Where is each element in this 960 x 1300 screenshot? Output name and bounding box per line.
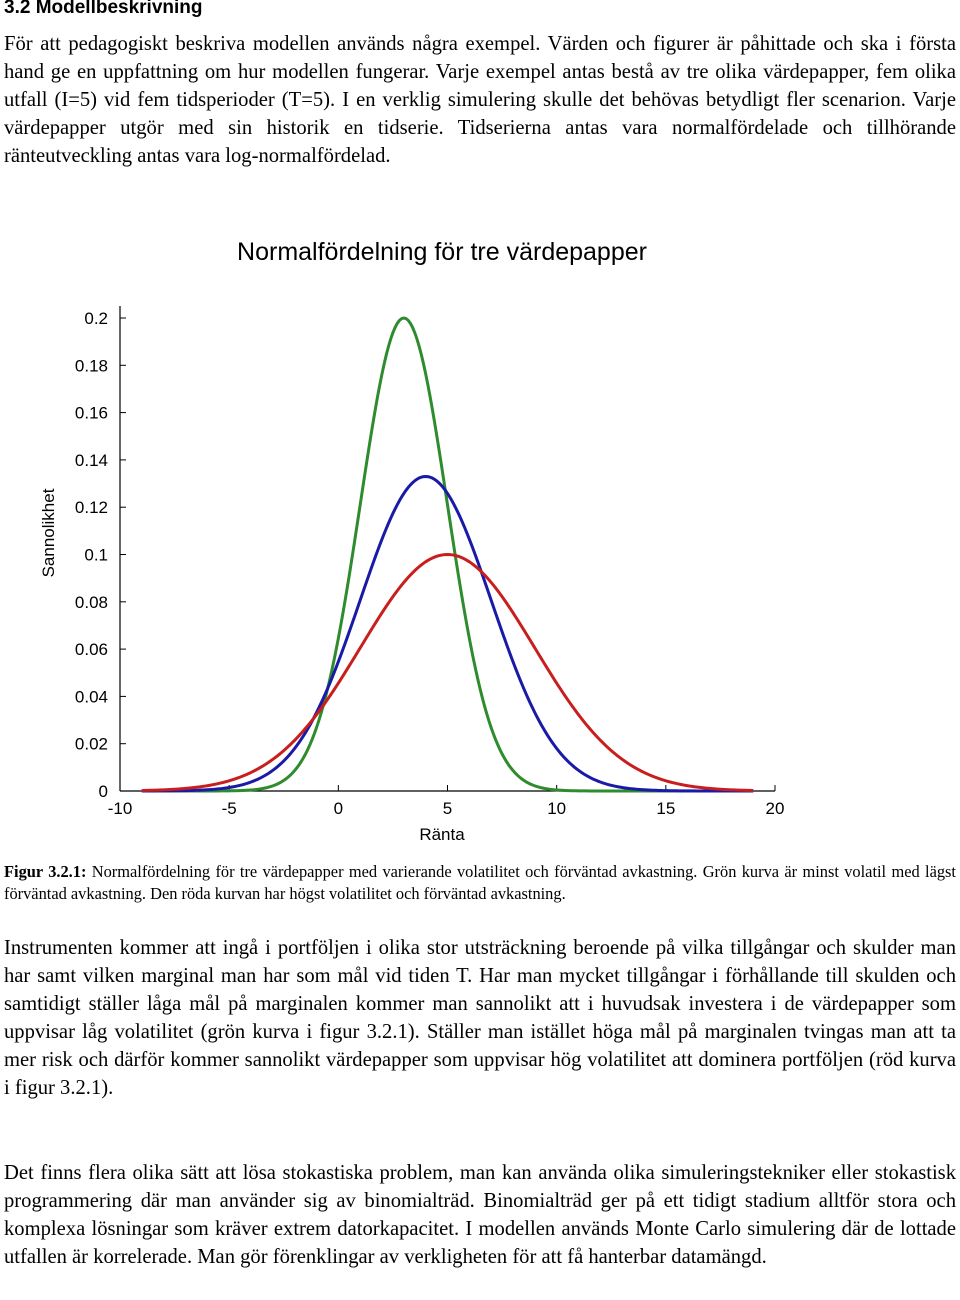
- y-tick-label: 0.02: [75, 735, 108, 754]
- caption-label: Figur 3.2.1:: [4, 862, 87, 881]
- x-tick-label: 5: [443, 799, 452, 818]
- normal-distribution-chart: Normalfördelning för tre värdepapper 0 0.…: [39, 238, 785, 844]
- x-tick-label: 15: [656, 799, 675, 818]
- y-axis-label: Sannolikhet: [39, 488, 58, 577]
- series-line-2: [141, 474, 754, 793]
- chart-title: Normalfördelning för tre värdepapper: [237, 238, 647, 266]
- y-tick-label: 0.2: [84, 309, 108, 328]
- y-tick-label: 0.16: [75, 404, 108, 423]
- x-tick-label: -10: [108, 799, 133, 818]
- y-tick-label: 0.04: [75, 687, 108, 706]
- series-line-3: [141, 552, 754, 792]
- section-heading: 3.2 Modellbeskrivning: [4, 0, 203, 18]
- figure-caption: Figur 3.2.1: Normalfördelning för tre vä…: [4, 861, 956, 905]
- y-tick-label: 0.1: [84, 546, 108, 565]
- y-tick-label: 0: [99, 782, 108, 801]
- intro-paragraph: För att pedagogiskt beskriva modellen an…: [4, 33, 956, 168]
- y-tick-label: 0.14: [75, 451, 108, 470]
- body-paragraph-2: Instrumenten kommer att ingå i portfölje…: [4, 937, 956, 1100]
- chart-axes: [119, 306, 775, 792]
- y-tick-label: 0.12: [75, 498, 108, 517]
- x-tick-label: 20: [766, 799, 785, 818]
- x-tick-label: -5: [222, 799, 237, 818]
- x-axis-label: Ränta: [419, 825, 465, 844]
- chart-curves: [141, 316, 754, 793]
- body-paragraph-3: Det finns flera olika sätt att lösa stok…: [4, 1162, 956, 1269]
- y-tick-label: 0.18: [75, 356, 108, 375]
- x-tick-label: 10: [547, 799, 566, 818]
- chart-ticks: 0 0.02 0.04 0.06 0.08 0.1 0.12 0.14 0.16 0.18 0.2 -…: [75, 309, 785, 818]
- y-tick-label: 0.06: [75, 640, 108, 659]
- caption-text: Normalfördelning för tre värdepapper med…: [4, 862, 956, 903]
- y-tick-label: 0.08: [75, 593, 108, 612]
- x-tick-label: 0: [334, 799, 343, 818]
